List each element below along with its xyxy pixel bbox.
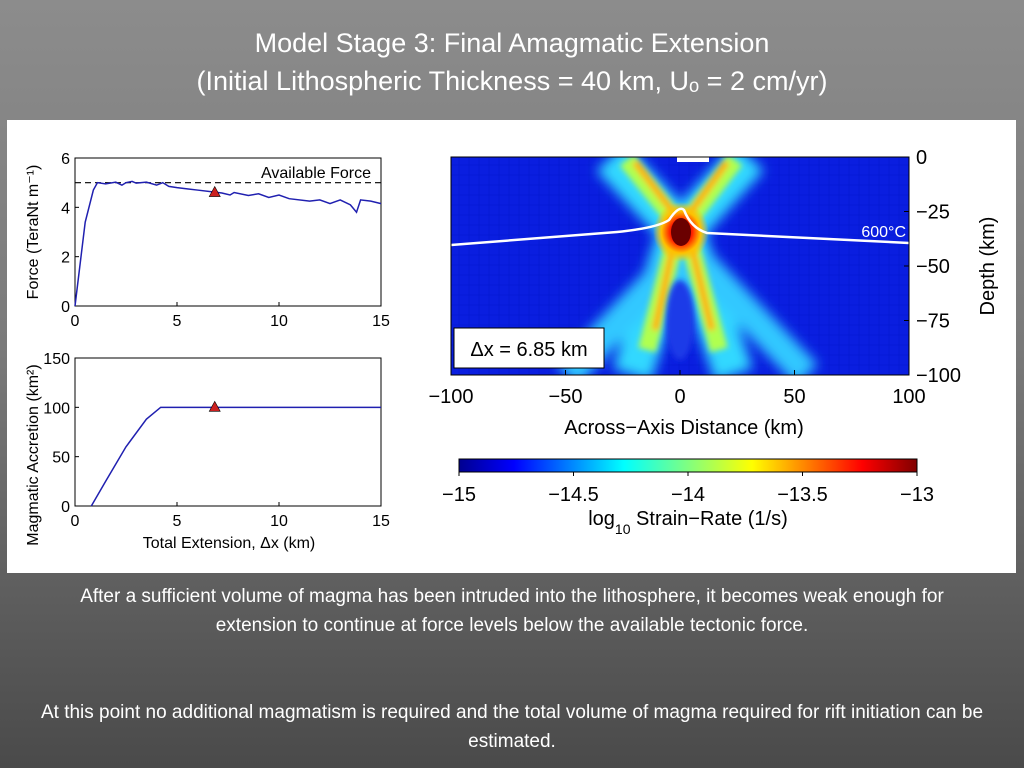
x-tick-label: 5 <box>173 313 182 330</box>
y-tick-label: 0 <box>61 499 70 516</box>
x-tick-label: 15 <box>372 513 390 530</box>
colorbar-ticks: −15 −14.5 −14 −13.5 −13 <box>442 472 934 506</box>
colorbar: −15 −14.5 −14 −13.5 −13 log10 Strain−Rate (1… <box>442 458 934 537</box>
available-force-label: Available Force <box>261 165 371 182</box>
colorbar-label: log10 Strain−Rate (1/s) <box>588 508 788 537</box>
heatmap-ylabel: Depth (km) <box>977 217 999 316</box>
heatmap-y-tick-label: −75 <box>916 311 950 333</box>
colorbar-tick-label: −15 <box>442 484 476 506</box>
heatmap-x-tick-label: 100 <box>892 386 925 408</box>
caption-paragraph-1: After a sufficient volume of magma has b… <box>80 586 944 636</box>
x-tick-label: 0 <box>71 513 80 530</box>
colorbar-gradient <box>458 458 918 473</box>
y-tick-label: 6 <box>61 151 70 168</box>
colorbar-tick-label: −14.5 <box>548 484 599 506</box>
force-ylabel: Force (TeraNt m⁻¹) <box>25 165 42 300</box>
accretion-series-line <box>90 406 381 507</box>
extension-annotation: Δx = 6.85 km <box>470 339 587 361</box>
heatmap-y-tick-label: −50 <box>916 256 950 278</box>
y-tick-label: 100 <box>43 400 70 417</box>
caption-paragraph-2: At this point no additional magmatism is… <box>40 702 984 752</box>
extension-annotation-box <box>453 327 605 369</box>
heatmap-y-tick-label: 0 <box>916 147 927 169</box>
y-tick-label: 2 <box>61 250 70 267</box>
y-tick-label: 4 <box>61 200 70 217</box>
y-tick-label: 0 <box>61 299 70 316</box>
heatmap-x-tick-label: 0 <box>674 386 685 408</box>
x-tick-label: 5 <box>173 513 182 530</box>
strain-rate-heatmap: −100 −50 0 50 100 0 −25 −50 −75 −100 600°C Δx = 6… <box>428 147 999 439</box>
heatmap-x-tick-label: −50 <box>549 386 583 408</box>
y-tick-label: 50 <box>52 450 70 467</box>
accretion-marker <box>208 400 221 412</box>
x-tick-label: 10 <box>270 513 288 530</box>
accretion-plot-frame <box>74 357 382 507</box>
heatmap-y-tick-label: −25 <box>916 202 950 224</box>
accretion-xlabel: Total Extension, Δx (km) <box>143 535 316 552</box>
heatmap-x-tick-label: −100 <box>428 386 473 408</box>
figure-panel: 0 5 10 15 0 2 4 6 Available Force Force (TeraNt… <box>7 120 1016 573</box>
heatmap-ticks: −100 −50 0 50 100 0 −25 −50 −75 −100 <box>428 147 961 408</box>
colorbar-tick-label: −13.5 <box>777 484 828 506</box>
x-tick-label: 10 <box>270 313 288 330</box>
accretion-ylabel: Magmatic Accretion (km²) <box>25 364 42 545</box>
force-plot: 0 5 10 15 0 2 4 6 Available Force Force (TeraNt… <box>25 151 390 330</box>
heatmap-xlabel: Across−Axis Distance (km) <box>564 417 804 439</box>
x-tick-label: 0 <box>71 313 80 330</box>
slide-title: Model Stage 3: Final Amagmatic Extension <box>254 28 770 58</box>
colorbar-tick-label: −13 <box>900 484 934 506</box>
y-tick-label: 150 <box>43 351 70 368</box>
force-marker <box>208 185 221 197</box>
heatmap-y-tick-label: −100 <box>916 365 961 387</box>
colorbar-tick-label: −14 <box>671 484 705 506</box>
isotherm-label: 600°C <box>861 224 906 241</box>
x-tick-label: 15 <box>372 313 390 330</box>
slide-subtitle: (Initial Lithospheric Thickness = 40 km,… <box>196 66 828 96</box>
heatmap-x-tick-label: 50 <box>783 386 805 408</box>
